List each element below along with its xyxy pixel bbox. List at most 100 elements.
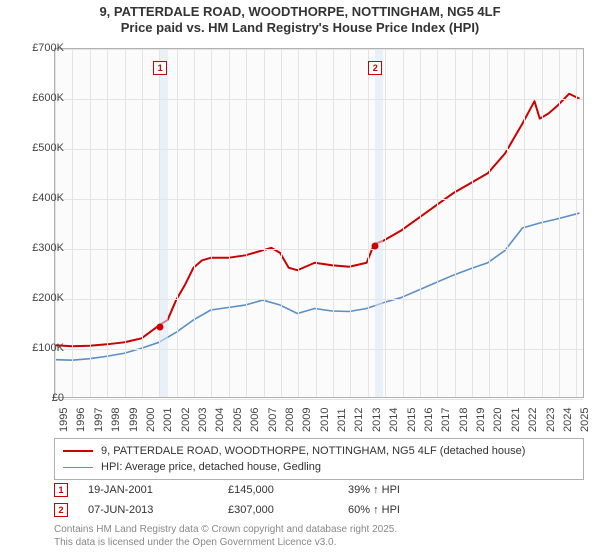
highlight-band [375, 49, 383, 397]
gridline-v [72, 49, 73, 397]
legend-swatch [63, 467, 93, 468]
x-tick-label: 2003 [197, 408, 209, 432]
legend-label: HPI: Average price, detached house, Gedl… [101, 461, 321, 473]
x-tick-label: 2012 [353, 408, 365, 432]
gridline-v [350, 49, 351, 397]
x-tick-label: 2021 [510, 408, 522, 432]
chart-plot-area: 12 [54, 48, 584, 398]
title-line-2: Price paid vs. HM Land Registry's House … [0, 20, 600, 36]
gridline-v [142, 49, 143, 397]
x-tick-label: 2004 [214, 408, 226, 432]
y-tick-label: £600K [32, 92, 64, 104]
x-tick-label: 2007 [267, 408, 279, 432]
gridline-v [437, 49, 438, 397]
x-tick-label: 2014 [388, 408, 400, 432]
y-tick-label: £0 [52, 392, 64, 404]
footer-line-1: Contains HM Land Registry data © Crown c… [54, 524, 397, 537]
series-hpi [55, 213, 580, 360]
sale-date: 19-JAN-2001 [88, 484, 208, 496]
sale-point [372, 242, 379, 249]
gridline-h [55, 49, 583, 50]
y-tick-label: £300K [32, 242, 64, 254]
x-tick-label: 2018 [458, 408, 470, 432]
gridline-v [316, 49, 317, 397]
chart-container: 9, PATTERDALE ROAD, WOODTHORPE, NOTTINGH… [0, 0, 600, 560]
gridline-v [420, 49, 421, 397]
x-tick-label: 2017 [440, 408, 452, 432]
x-tick-label: 2005 [232, 408, 244, 432]
sale-marker-1: 1 [153, 61, 167, 75]
highlight-band [160, 49, 168, 397]
sale-price: £307,000 [228, 504, 328, 516]
gridline-h [55, 149, 583, 150]
gridline-v [264, 49, 265, 397]
gridline-v [246, 49, 247, 397]
title-line-1: 9, PATTERDALE ROAD, WOODTHORPE, NOTTINGH… [0, 4, 600, 20]
x-tick-label: 2016 [423, 408, 435, 432]
x-tick-label: 2015 [406, 408, 418, 432]
sale-point [157, 323, 164, 330]
x-tick-label: 2019 [475, 408, 487, 432]
sales-table: 119-JAN-2001£145,00039% ↑ HPI207-JUN-201… [54, 480, 584, 520]
legend-box: 9, PATTERDALE ROAD, WOODTHORPE, NOTTINGH… [54, 438, 584, 480]
x-tick-label: 2022 [527, 408, 539, 432]
gridline-h [55, 249, 583, 250]
gridline-v [90, 49, 91, 397]
x-tick-label: 2023 [545, 408, 557, 432]
y-tick-label: £500K [32, 142, 64, 154]
gridline-v [177, 49, 178, 397]
gridline-v [559, 49, 560, 397]
gridline-v [281, 49, 282, 397]
x-tick-label: 2024 [562, 408, 574, 432]
y-tick-label: £100K [32, 342, 64, 354]
gridline-h [55, 199, 583, 200]
gridline-v [489, 49, 490, 397]
legend-swatch [63, 450, 93, 452]
x-tick-label: 2011 [336, 408, 348, 432]
footer-line-2: This data is licensed under the Open Gov… [54, 537, 397, 550]
legend-label: 9, PATTERDALE ROAD, WOODTHORPE, NOTTINGH… [101, 445, 525, 457]
gridline-v [194, 49, 195, 397]
sale-price: £145,000 [228, 484, 328, 496]
x-tick-label: 2009 [301, 408, 313, 432]
gridline-v [298, 49, 299, 397]
sale-badge: 1 [54, 483, 68, 497]
chart-svg [55, 49, 583, 397]
x-tick-label: 1999 [128, 408, 140, 432]
x-tick-label: 1995 [58, 408, 70, 432]
gridline-v [576, 49, 577, 397]
gridline-h [55, 349, 583, 350]
x-tick-label: 2000 [145, 408, 157, 432]
sales-row: 1 19-JAN-2001 £145,000 39% ↑ HPI [54, 480, 584, 500]
sale-hpi: 60% ↑ HPI [348, 504, 448, 516]
gridline-v [542, 49, 543, 397]
gridline-h [55, 299, 583, 300]
gridline-v [507, 49, 508, 397]
gridline-v [472, 49, 473, 397]
sale-date: 07-JUN-2013 [88, 504, 208, 516]
x-tick-label: 1997 [93, 408, 105, 432]
x-tick-label: 2008 [284, 408, 296, 432]
x-tick-label: 1998 [110, 408, 122, 432]
x-tick-label: 2020 [492, 408, 504, 432]
x-tick-label: 1996 [75, 408, 87, 432]
gridline-v [403, 49, 404, 397]
gridline-v [125, 49, 126, 397]
sale-marker-2: 2 [368, 61, 382, 75]
gridline-v [229, 49, 230, 397]
gridline-v [333, 49, 334, 397]
gridline-v [524, 49, 525, 397]
x-tick-label: 2010 [319, 408, 331, 432]
gridline-h [55, 99, 583, 100]
x-tick-label: 2013 [371, 408, 383, 432]
gridline-v [368, 49, 369, 397]
y-tick-label: £400K [32, 192, 64, 204]
y-tick-label: £200K [32, 292, 64, 304]
x-tick-label: 2025 [579, 408, 591, 432]
gridline-v [107, 49, 108, 397]
sale-hpi: 39% ↑ HPI [348, 484, 448, 496]
gridline-v [455, 49, 456, 397]
gridline-h [55, 399, 583, 400]
x-tick-label: 2002 [180, 408, 192, 432]
sales-row: 207-JUN-2013£307,00060% ↑ HPI [54, 500, 584, 520]
